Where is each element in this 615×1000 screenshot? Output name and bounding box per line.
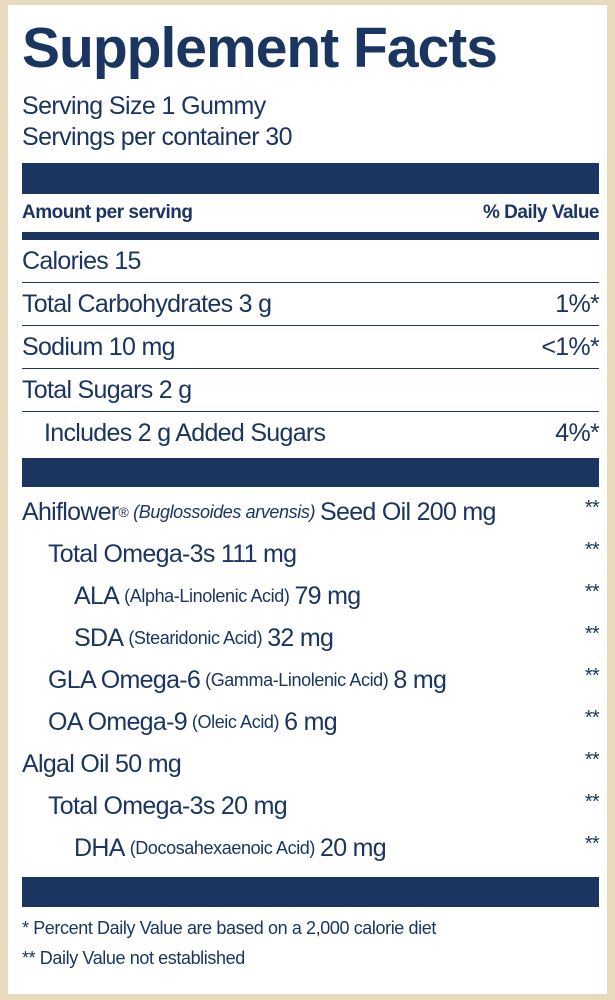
nutrient-amount: 6 mg: [284, 707, 337, 736]
divider-bar: [22, 163, 599, 194]
divider-bar: [22, 458, 599, 487]
nutrient-amount: 32 mg: [267, 623, 334, 652]
row: GLA Omega-6 (Gamma-Linolenic Acid) 8 mg **: [22, 659, 600, 701]
row: Calories 15: [22, 240, 599, 283]
nutrient-note: (Stearidonic Acid): [128, 627, 263, 648]
nutrient-name: Algal Oil 50 mg: [22, 749, 182, 778]
nutrient-name: Total Omega-3s 111 mg: [48, 539, 297, 568]
amount-header: Amount per serving: [22, 202, 193, 223]
nutrient-name: DHA: [74, 833, 125, 862]
nutrient-name: Total Carbohydrates 3 g: [22, 289, 272, 318]
daily-value: **: [584, 539, 600, 561]
row: Total Omega-3s 111 mg **: [22, 533, 600, 575]
daily-value: **: [584, 791, 600, 813]
daily-value: 1%*: [555, 289, 599, 318]
nutrient-name: GLA Omega-6: [48, 665, 201, 694]
divider-bar: [22, 877, 599, 907]
daily-value: **: [584, 665, 600, 687]
title: Supplement Facts: [22, 16, 498, 80]
serving-size: Serving Size 1 Gummy: [22, 92, 266, 120]
nutrient-name: Calories 15: [22, 246, 141, 275]
daily-value: **: [584, 497, 600, 519]
footnotes: * Percent Daily Value are based on a 2,0…: [22, 913, 599, 973]
section-1: Calories 15 Total Carbohydrates 3 g 1%* Sod…: [22, 240, 600, 454]
section-2: Ahiflower ® (Buglossoides arvensis) Seed Oi…: [22, 491, 600, 869]
row: Algal Oil 50 mg **: [22, 743, 600, 785]
row: ALA (Alpha-Linolenic Acid) 79 mg **: [22, 575, 600, 617]
servings-per-container: Servings per container 30: [22, 123, 292, 151]
nutrient-amount: 79 mg: [294, 581, 361, 610]
nutrient-name: ALA: [74, 581, 120, 610]
dv-header: % Daily Value: [482, 202, 600, 223]
nutrient-amount: 8 mg: [393, 665, 447, 694]
row: DHA (Docosahexaenoic Acid) 20 mg **: [22, 827, 600, 869]
daily-value: <1%*: [541, 332, 599, 361]
row: Sodium 10 mg <1%*: [22, 326, 600, 369]
nutrient-amount: Seed Oil 200 mg: [320, 497, 496, 526]
row: OA Omega-9 (Oleic Acid) 6 mg **: [22, 701, 600, 743]
divider-bar: [22, 232, 599, 240]
nutrient-note: (Alpha-Linolenic Acid): [124, 585, 290, 606]
row: SDA (Stearidonic Acid) 32 mg **: [22, 617, 600, 659]
daily-value: **: [584, 581, 600, 603]
footnote: * Percent Daily Value are based on a 2,0…: [22, 918, 436, 938]
daily-value: **: [584, 833, 600, 855]
footnote: ** Daily Value not established: [22, 948, 245, 968]
nutrient-name: Total Omega-3s 20 mg: [48, 791, 288, 820]
nutrient-name: OA Omega-9: [48, 707, 188, 736]
nutrient-name: Total Sugars 2 g: [22, 375, 192, 404]
daily-value: 4%*: [555, 418, 599, 447]
row: Includes 2 g Added Sugars 4%*: [22, 412, 600, 454]
row: Ahiflower ® (Buglossoides arvensis) Seed Oi…: [22, 491, 600, 533]
label-panel: Supplement Facts Serving Size 1 Gummy Se…: [8, 5, 607, 994]
nutrient-name: Includes 2 g Added Sugars: [44, 418, 326, 447]
column-header: Amount per serving % Daily Value: [22, 194, 600, 232]
nutrient-note: (Docosahexaenoic Acid): [129, 837, 316, 858]
registered-mark: ®: [118, 504, 129, 520]
nutrient-note: (Gamma-Linolenic Acid): [205, 669, 389, 690]
row: Total Omega-3s 20 mg **: [22, 785, 600, 827]
nutrient-name: Sodium 10 mg: [22, 332, 175, 361]
row: Total Carbohydrates 3 g 1%*: [22, 283, 600, 326]
nutrient-name: Ahiflower: [22, 497, 119, 526]
nutrient-note: (Oleic Acid): [191, 711, 280, 732]
nutrient-name: SDA: [74, 623, 124, 652]
nutrient-amount: 20 mg: [320, 833, 387, 862]
daily-value: **: [584, 623, 600, 645]
daily-value: **: [584, 749, 600, 771]
daily-value: **: [584, 707, 600, 729]
nutrient-note: (Buglossoides arvensis): [133, 501, 316, 522]
row: Total Sugars 2 g: [22, 369, 599, 412]
